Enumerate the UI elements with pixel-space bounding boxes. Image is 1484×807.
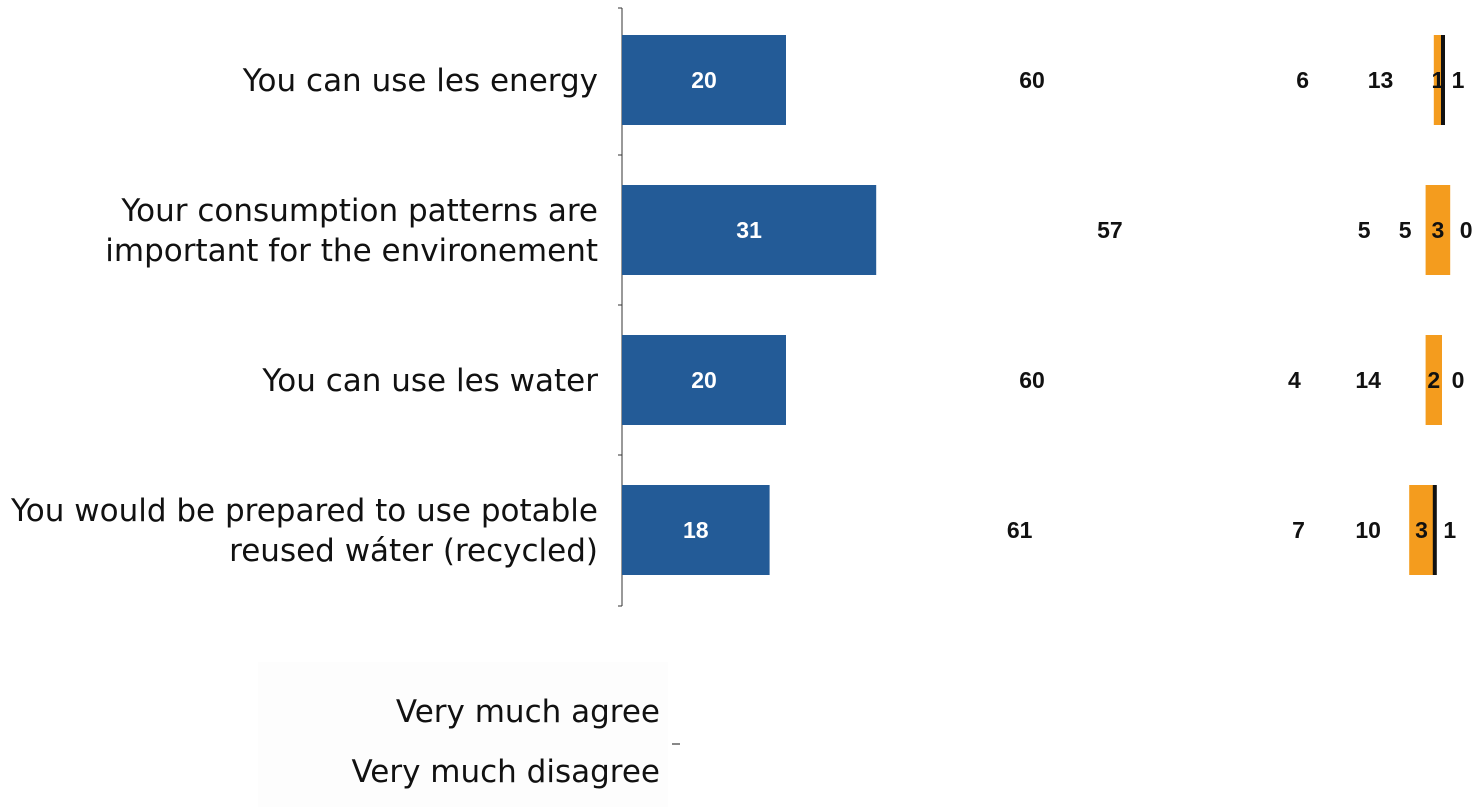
data-label: 10 (1355, 517, 1381, 543)
bar-segment (622, 485, 770, 575)
data-label: 2 (1427, 367, 1440, 393)
legend-label: Very much agree (396, 694, 660, 730)
data-label: 57 (1097, 217, 1123, 243)
axis-layer (618, 7, 623, 607)
data-label: 61 (1007, 517, 1033, 543)
data-label: 1 (1443, 517, 1456, 543)
data-label: 20 (691, 367, 717, 393)
data-label: 1 (1452, 67, 1465, 93)
bar-segment (1409, 485, 1434, 575)
data-label: 13 (1368, 67, 1394, 93)
data-label: 31 (736, 217, 762, 243)
data-label: 20 (691, 67, 717, 93)
bar-segment (1425, 185, 1451, 275)
category-label: Your consumption patterns are important f… (105, 193, 598, 269)
data-label: 60 (1019, 367, 1045, 393)
legend: Very much agree Very much disagree (258, 662, 680, 807)
data-label: 18 (683, 517, 709, 543)
data-label: 5 (1358, 217, 1371, 243)
data-label: 5 (1399, 217, 1412, 243)
bar-segment (1441, 35, 1445, 125)
data-label: 14 (1355, 367, 1381, 393)
category-label: You can use les energy (242, 63, 598, 99)
data-label: 7 (1292, 517, 1305, 543)
bar-segment (622, 335, 786, 425)
data-label: 0 (1460, 217, 1473, 243)
bar-segment (622, 185, 877, 275)
data-label: 60 (1019, 67, 1045, 93)
bar-segment (1433, 35, 1442, 125)
data-label: 3 (1432, 217, 1445, 243)
data-label: 3 (1415, 517, 1428, 543)
data-label: 6 (1296, 67, 1309, 93)
data-label: 4 (1288, 367, 1301, 393)
data-label: 0 (1452, 367, 1465, 393)
legend-label: Very much disagree (351, 754, 660, 790)
legend-box (258, 662, 668, 807)
category-label: You would be prepared to use potable reus… (10, 493, 598, 569)
bars-layer (622, 35, 1451, 575)
bar-segment (1432, 485, 1437, 575)
bar-segment (1425, 335, 1442, 425)
bar-segment (622, 35, 786, 125)
data-label: 1 (1432, 67, 1445, 93)
category-label: You can use les water (261, 363, 598, 399)
